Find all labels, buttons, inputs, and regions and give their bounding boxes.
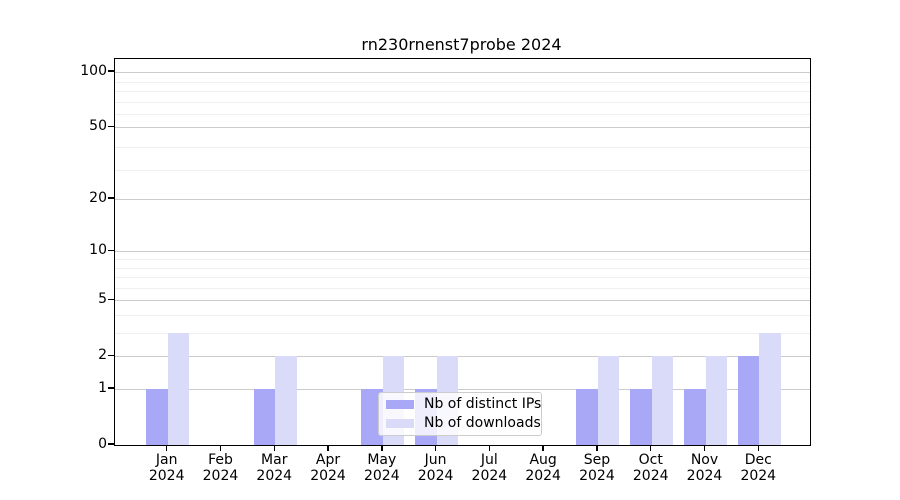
legend-swatch-distinct-ips [386, 399, 414, 410]
x-tick-label: Mar 2024 [256, 452, 293, 484]
chart-title: rn230rnenst7probe 2024 [361, 35, 562, 54]
y-tick-label: 100 [80, 63, 107, 80]
legend: Nb of distinct IPs Nb of downloads [378, 392, 542, 436]
x-tick-mark [596, 446, 598, 451]
y-gridline-major [115, 72, 810, 74]
plot-area [114, 58, 811, 446]
y-gridline-minor [115, 287, 810, 289]
x-tick-mark [488, 446, 491, 451]
y-tick-label: 10 [89, 242, 107, 259]
y-tick-mark [108, 197, 114, 199]
x-tick-mark [165, 446, 168, 451]
y-tick-mark [108, 354, 114, 356]
x-tick-mark [757, 446, 760, 451]
bar-distinct-ips [630, 389, 652, 445]
y-gridline-major [115, 127, 810, 129]
y-gridline-major [115, 300, 810, 302]
y-tick-label: 0 [98, 436, 107, 452]
y-tick-label: 50 [89, 118, 107, 135]
y-tick-mark [108, 387, 114, 389]
x-tick-label: May 2024 [363, 452, 400, 484]
y-gridline-minor [115, 114, 810, 116]
x-tick-label: Jun 2024 [417, 452, 454, 484]
x-tick-label: Sep 2024 [579, 452, 615, 484]
x-tick-mark [219, 446, 222, 451]
y-gridline-minor [115, 267, 810, 269]
x-tick-label: Aug 2024 [525, 452, 561, 484]
x-tick-label: Nov 2024 [686, 452, 723, 484]
bar-downloads [597, 356, 620, 445]
y-gridline-minor [115, 333, 810, 335]
bar-distinct-ips [684, 389, 706, 445]
legend-item-downloads: Nb of downloads [386, 416, 541, 431]
y-tick-label: 5 [98, 291, 107, 308]
y-gridline-minor [115, 259, 810, 260]
y-tick-mark [108, 249, 114, 252]
bar-distinct-ips [253, 389, 276, 445]
y-gridline-major [115, 199, 810, 201]
bar-downloads [651, 356, 674, 445]
y-gridline-minor [115, 147, 810, 149]
x-tick-mark [542, 446, 544, 451]
x-tick-label: Apr 2024 [310, 452, 346, 484]
bar-distinct-ips [576, 389, 598, 445]
x-tick-mark [327, 446, 329, 451]
x-tick-mark [434, 446, 437, 451]
x-tick-label: Dec 2024 [740, 452, 777, 484]
legend-label-distinct-ips: Nb of distinct IPs [424, 396, 542, 412]
y-gridline-major [115, 251, 810, 253]
bar-distinct-ips [146, 389, 168, 445]
y-tick-label: 20 [89, 190, 107, 207]
y-tick-mark [108, 125, 114, 128]
y-gridline-minor [115, 81, 810, 83]
y-tick-mark [108, 70, 114, 72]
x-tick-mark [381, 446, 383, 451]
y-tick-mark [108, 298, 114, 300]
x-tick-mark [649, 446, 652, 451]
y-gridline-major [115, 356, 810, 358]
bar-distinct-ips [361, 389, 383, 445]
y-tick-label: 2 [98, 347, 107, 364]
legend-item-distinct-ips: Nb of distinct IPs [386, 397, 541, 412]
x-tick-label: Oct 2024 [632, 452, 669, 484]
x-tick-mark [703, 446, 706, 451]
y-gridline-minor [115, 91, 810, 93]
bar-downloads [705, 356, 727, 445]
y-gridline-major [115, 389, 810, 390]
y-gridline-minor [115, 314, 810, 316]
x-tick-label: Jan 2024 [148, 452, 185, 484]
x-tick-mark [273, 446, 275, 451]
bar-downloads [759, 333, 781, 445]
x-tick-label: Jul 2024 [471, 452, 508, 484]
legend-label-downloads: Nb of downloads [424, 415, 541, 431]
y-gridline-minor [115, 277, 810, 279]
bar-distinct-ips [737, 356, 760, 445]
legend-swatch-downloads [386, 418, 414, 429]
y-tick-label: 1 [98, 380, 107, 396]
bar-downloads [275, 356, 297, 445]
y-tick-mark [108, 443, 114, 445]
bar-downloads [167, 333, 190, 445]
y-gridline-minor [115, 101, 810, 103]
y-gridline-minor [115, 170, 810, 172]
x-tick-label: Feb 2024 [202, 452, 239, 484]
